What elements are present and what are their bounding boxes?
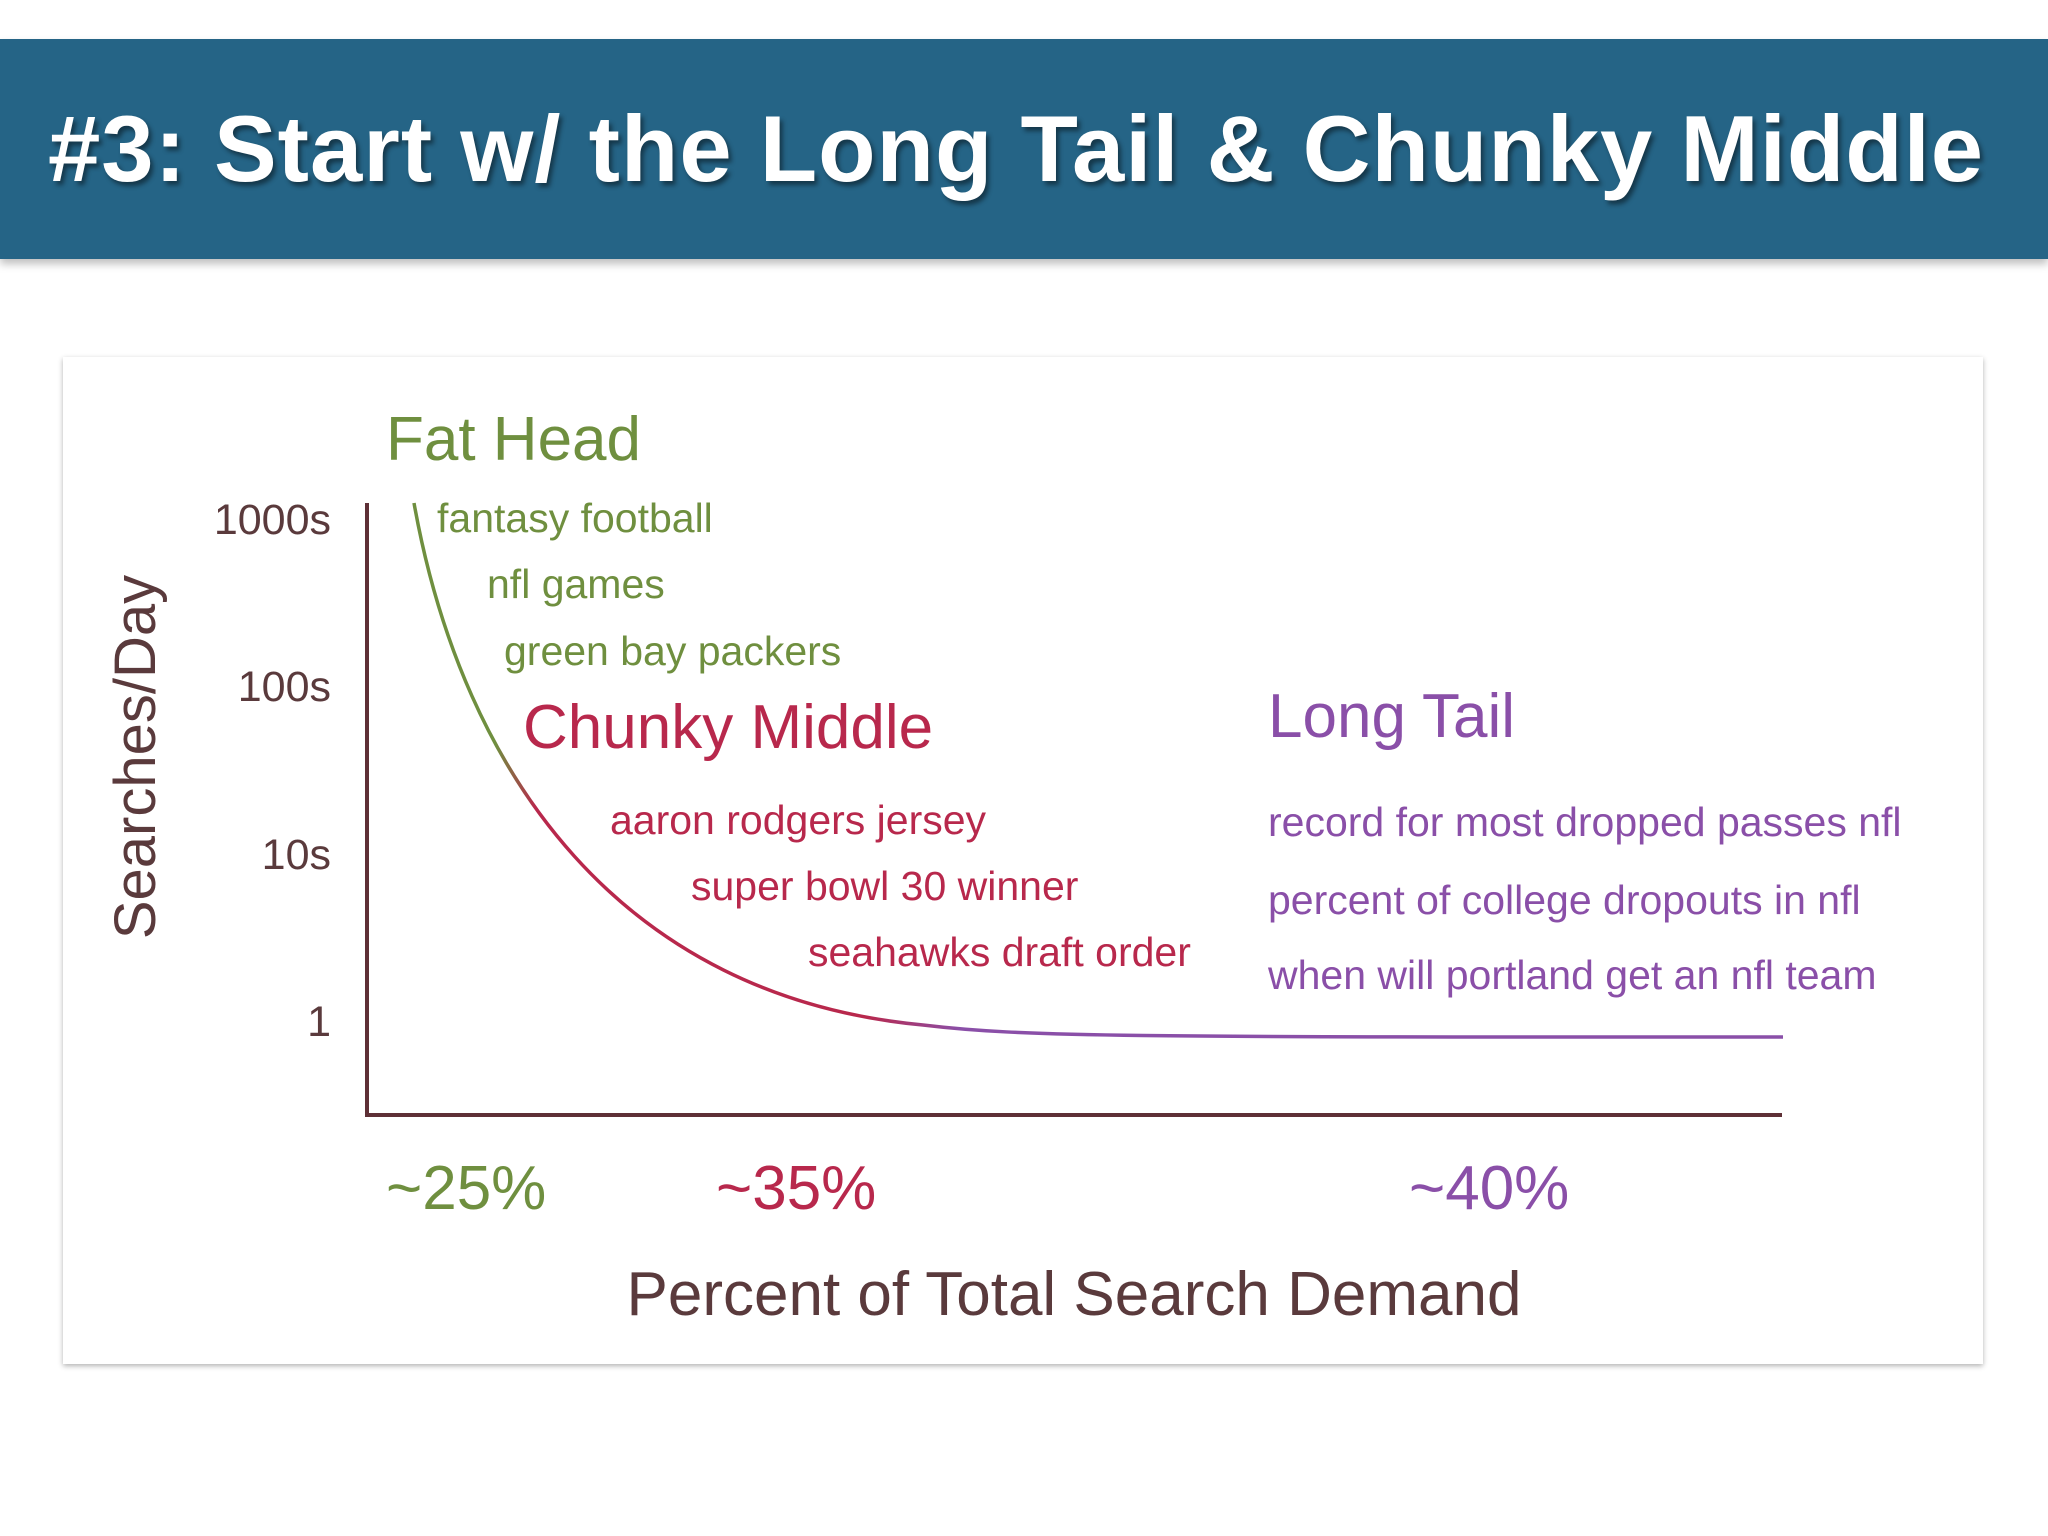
segment-title-long-tail: Long Tail — [1268, 682, 1515, 751]
y-tick-label: 100s — [238, 663, 331, 711]
demand-curve — [412, 502, 1784, 1039]
keyword-label: aaron rodgers jersey — [610, 797, 987, 843]
y-tick-label: 10s — [262, 831, 331, 879]
title-bar: #3: Start w/ the Long Tail & Chunky Midd… — [0, 39, 2048, 259]
keyword-label: seahawks draft order — [808, 929, 1191, 975]
y-tick-label: 1 — [307, 998, 331, 1046]
keyword-label: record for most dropped passes nfl — [1268, 799, 1902, 845]
share-label-long-tail: ~40% — [1409, 1154, 1569, 1223]
chart-card: Searches/Day 1000s 100s 10s 1 Fat Head f… — [63, 357, 1983, 1364]
long-tail-chart: Searches/Day 1000s 100s 10s 1 Fat Head f… — [103, 405, 1902, 1329]
keyword-label: when will portland get an nfl team — [1267, 952, 1877, 998]
keyword-label: nfl games — [487, 561, 665, 607]
keyword-label: super bowl 30 winner — [691, 863, 1078, 909]
y-axis-label: Searches/Day — [103, 575, 168, 939]
y-tick-label: 1000s — [214, 496, 331, 544]
keyword-label: green bay packers — [504, 628, 841, 674]
segment-title-fat-head: Fat Head — [386, 405, 641, 474]
keyword-label: percent of college dropouts in nfl — [1268, 877, 1861, 923]
share-label-fat-head: ~25% — [386, 1154, 546, 1223]
share-label-chunky-middle: ~35% — [716, 1154, 876, 1223]
segment-title-chunky-middle: Chunky Middle — [523, 693, 933, 762]
x-axis-label: Percent of Total Search Demand — [627, 1260, 1522, 1329]
slide-title: #3: Start w/ the Long Tail & Chunky Midd… — [48, 96, 1985, 201]
keyword-label: fantasy football — [437, 495, 713, 541]
